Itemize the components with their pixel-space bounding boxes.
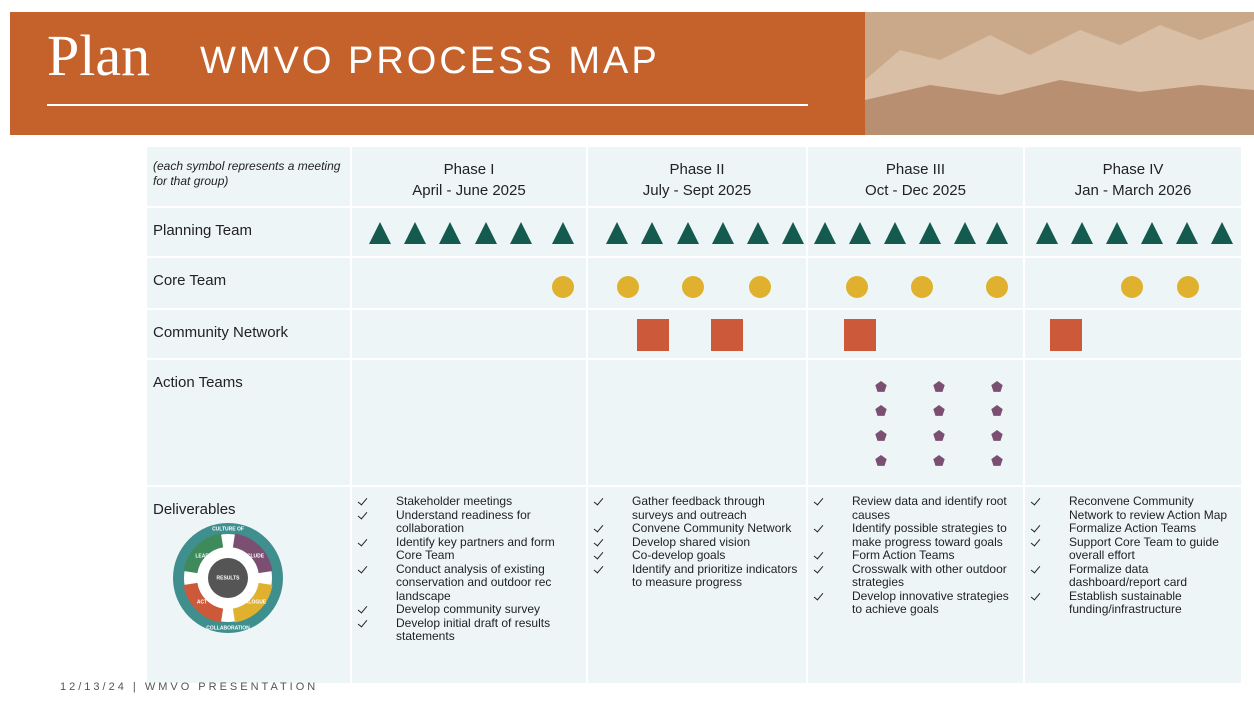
deliverable: Crosswalk with other outdoor strategies	[852, 562, 1019, 590]
phase-dates: Jan - March 2026	[1074, 182, 1192, 199]
deliverable: Identify key partners and form Core Team	[396, 535, 582, 563]
table-cell	[352, 360, 588, 487]
row-label: Action Teams	[147, 360, 352, 487]
table-cell	[352, 208, 588, 258]
title-rule	[47, 104, 808, 106]
deliverable-list: Reconvene Community Network to review Ac…	[1025, 487, 1241, 617]
deliverable: Support Core Team to guide overall effor…	[1069, 535, 1237, 563]
deliverable: Identify possible strategies to make pro…	[852, 521, 1019, 549]
phase-header: Phase I April - June 2025	[352, 147, 588, 208]
table-cell	[1025, 258, 1243, 310]
table-cell: Reconvene Community Network to review Ac…	[1025, 487, 1243, 685]
footer-sep: |	[132, 681, 139, 693]
banner	[10, 12, 865, 135]
phase-name: Phase III	[885, 161, 946, 178]
deliverable: Formalize data dashboard/report card	[1069, 562, 1237, 590]
header-note: (each symbol represents a meeting for th…	[147, 147, 352, 208]
deliverable: Formalize Action Teams	[1069, 521, 1237, 536]
phase-dates: April - June 2025	[412, 182, 526, 199]
table-cell: Gather feedback through surveys and outr…	[588, 487, 808, 685]
phase-dates: Oct - Dec 2025	[865, 182, 966, 199]
row-label: Core Team	[147, 258, 352, 310]
table-cell: Review data and identify root causes Iden…	[808, 487, 1025, 685]
table-cell	[808, 360, 1025, 487]
table-cell	[808, 208, 1025, 258]
deliverable: Reconvene Community Network to review Ac…	[1069, 494, 1237, 522]
table-cell	[588, 258, 808, 310]
footer-date: 12/13/24	[60, 681, 127, 693]
phase-name: Phase IV	[1102, 161, 1164, 178]
row-label: Deliverables	[147, 487, 352, 685]
title-sans: WMVO PROCESS MAP	[200, 40, 660, 82]
deliverable: Develop shared vision	[632, 535, 802, 550]
deliverable-list: Review data and identify root causes Iden…	[808, 487, 1023, 617]
footer: 12/13/24 | WMVO PRESENTATION	[60, 681, 318, 693]
deliverable: Understand readiness for collaboration	[396, 508, 582, 536]
deliverable-list: Stakeholder meetings Understand readiness…	[352, 487, 586, 644]
phase-header: Phase III Oct - Dec 2025	[808, 147, 1025, 208]
deliverable: Develop community survey	[396, 602, 582, 617]
phase-name: Phase II	[669, 161, 725, 178]
deliverable: Identify and prioritize indicators to me…	[632, 562, 802, 590]
phase-dates: July - Sept 2025	[642, 182, 752, 199]
table-cell	[1025, 208, 1243, 258]
deliverable: Gather feedback through surveys and outr…	[632, 494, 802, 522]
deliverable: Develop innovative strategies to achieve…	[852, 589, 1019, 617]
table-cell	[352, 258, 588, 310]
table-cell	[588, 360, 808, 487]
deliverable: Conduct analysis of existing conservatio…	[396, 562, 582, 604]
row-label: Community Network	[147, 310, 352, 360]
deliverable: Review data and identify root causes	[852, 494, 1019, 522]
deliverable: Co-develop goals	[632, 548, 802, 563]
deliverable: Form Action Teams	[852, 548, 1019, 563]
table-cell	[1025, 310, 1243, 360]
deliverable: Establish sustainable funding/infrastruc…	[1069, 589, 1237, 617]
table-cell	[808, 258, 1025, 310]
table-cell	[808, 310, 1025, 360]
row-label: Planning Team	[147, 208, 352, 258]
table-cell	[1025, 360, 1243, 487]
table-cell: Stakeholder meetings Understand readiness…	[352, 487, 588, 685]
phase-header: Phase II July - Sept 2025	[588, 147, 808, 208]
deliverable: Convene Community Network	[632, 521, 802, 536]
footer-label: WMVO PRESENTATION	[144, 681, 319, 693]
title-serif: Plan	[47, 23, 151, 88]
table-cell	[588, 208, 808, 258]
deliverable-list: Gather feedback through surveys and outr…	[588, 487, 806, 590]
deliverable: Develop initial draft of results stateme…	[396, 616, 582, 644]
deliverable: Stakeholder meetings	[396, 494, 582, 509]
phase-name: Phase I	[443, 161, 495, 178]
table-cell	[588, 310, 808, 360]
phase-header: Phase IV Jan - March 2026	[1025, 147, 1243, 208]
table-cell	[352, 310, 588, 360]
